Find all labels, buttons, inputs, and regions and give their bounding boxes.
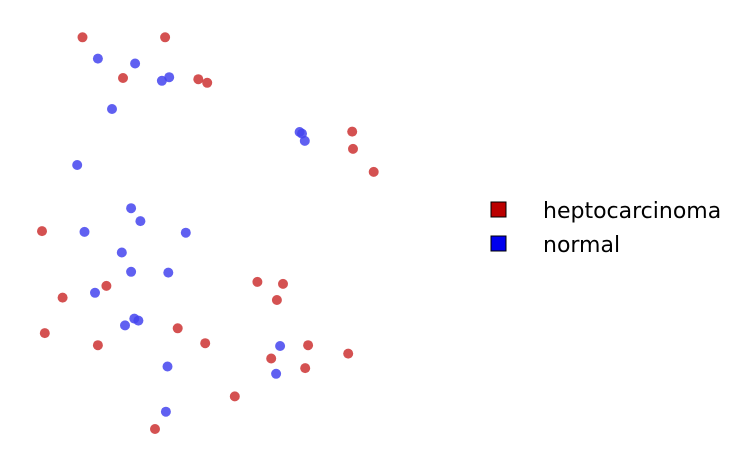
point-heptocarcinoma-15 xyxy=(39,328,50,339)
point-heptocarcinoma-2 xyxy=(118,73,128,83)
point-heptocarcinoma-6 xyxy=(348,143,358,154)
point-normal-13 xyxy=(116,247,127,258)
legend-label-heptocarcinoma: heptocarcinoma xyxy=(543,199,721,224)
point-normal-7 xyxy=(299,135,310,146)
point-heptocarcinoma-8 xyxy=(37,226,47,237)
point-normal-4 xyxy=(107,104,117,114)
point-heptocarcinoma-23 xyxy=(150,424,160,434)
point-normal-9 xyxy=(126,203,137,214)
point-normal-0 xyxy=(92,53,103,64)
point-heptocarcinoma-17 xyxy=(92,340,103,351)
point-normal-18 xyxy=(133,315,144,326)
point-heptocarcinoma-20 xyxy=(266,353,277,364)
point-normal-12 xyxy=(180,227,191,238)
point-normal-8 xyxy=(72,160,83,170)
point-normal-16 xyxy=(90,287,100,298)
points-layer xyxy=(37,32,379,434)
point-normal-10 xyxy=(135,216,146,227)
point-normal-3 xyxy=(156,75,167,86)
point-heptocarcinoma-22 xyxy=(229,391,240,402)
point-heptocarcinoma-12 xyxy=(57,292,68,303)
legend-swatch-heptocarcinoma xyxy=(490,201,507,218)
point-normal-22 xyxy=(271,368,282,379)
legend-swatch-normal xyxy=(490,235,507,252)
point-heptocarcinoma-0 xyxy=(77,32,88,43)
point-heptocarcinoma-1 xyxy=(160,32,171,43)
point-heptocarcinoma-11 xyxy=(101,280,112,291)
point-heptocarcinoma-19 xyxy=(343,348,354,359)
point-heptocarcinoma-14 xyxy=(172,323,183,334)
point-normal-19 xyxy=(120,320,130,331)
legend: heptocarcinoma normal xyxy=(490,199,721,258)
point-heptocarcinoma-13 xyxy=(271,295,282,305)
point-heptocarcinoma-3 xyxy=(193,74,204,85)
point-normal-14 xyxy=(126,266,137,277)
point-heptocarcinoma-16 xyxy=(200,338,211,349)
point-normal-20 xyxy=(275,341,286,351)
point-normal-11 xyxy=(79,226,90,237)
point-heptocarcinoma-4 xyxy=(202,77,213,88)
point-heptocarcinoma-18 xyxy=(303,340,314,351)
point-normal-21 xyxy=(162,361,173,372)
point-normal-23 xyxy=(160,406,171,417)
point-normal-15 xyxy=(163,267,174,278)
legend-label-normal: normal xyxy=(543,233,620,258)
point-heptocarcinoma-5 xyxy=(347,126,358,137)
point-heptocarcinoma-10 xyxy=(278,278,288,289)
point-normal-1 xyxy=(130,58,141,69)
point-heptocarcinoma-7 xyxy=(368,166,379,177)
point-heptocarcinoma-9 xyxy=(252,276,263,287)
point-heptocarcinoma-21 xyxy=(300,363,311,374)
